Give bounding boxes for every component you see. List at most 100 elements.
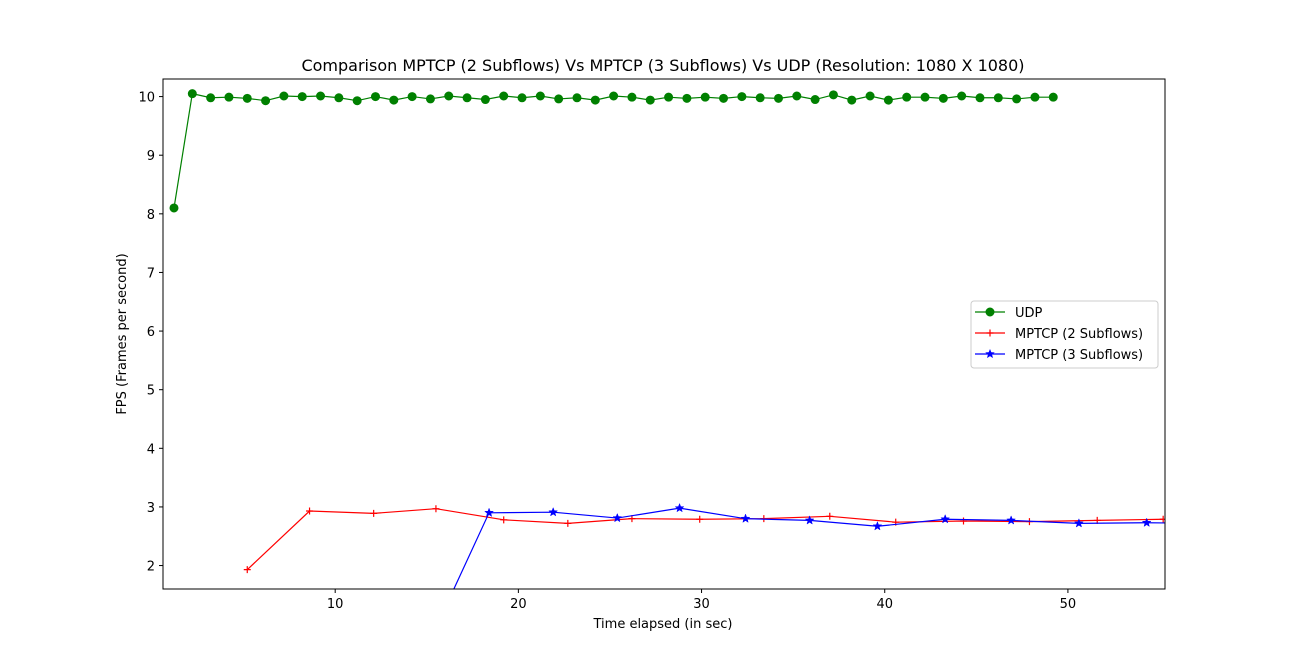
data-point-udp xyxy=(920,92,930,102)
x-tick-label: 50 xyxy=(1060,597,1077,612)
data-point-mptcp-2-subflows xyxy=(370,509,378,517)
data-point-udp xyxy=(187,89,197,99)
data-point-udp xyxy=(389,95,399,105)
data-point-udp xyxy=(169,203,179,213)
data-point-udp xyxy=(261,96,271,106)
y-tick-label: 6 xyxy=(147,325,155,340)
series-line-udp xyxy=(173,92,1054,209)
legend-marker-mptcp-3-subflows xyxy=(985,348,995,359)
data-point-udp xyxy=(792,91,802,101)
data-point-mptcp-3-subflows xyxy=(804,515,815,525)
data-point-mptcp-3-subflows xyxy=(612,512,623,523)
data-point-udp xyxy=(627,92,637,102)
x-tick-label: 30 xyxy=(693,597,710,612)
x-axis-label: Time elapsed (in sec) xyxy=(593,617,733,632)
data-point-udp xyxy=(297,92,307,102)
data-point-udp xyxy=(700,92,710,102)
chart-title: Comparison MPTCP (2 Subflows) Vs MPTCP (… xyxy=(301,56,1024,75)
data-point-udp xyxy=(572,93,582,103)
data-point-udp xyxy=(224,92,234,102)
data-point-mptcp-2-subflows xyxy=(306,507,314,515)
data-point-udp xyxy=(590,95,600,105)
series-mptcp-2-subflows xyxy=(243,505,1165,574)
data-point-mptcp-3-subflows xyxy=(1141,517,1152,527)
data-point-udp xyxy=(975,93,985,103)
x-tick-label: 40 xyxy=(876,597,893,612)
plot-series xyxy=(169,89,1219,651)
data-point-udp xyxy=(883,95,893,105)
data-point-udp xyxy=(242,93,252,103)
data-point-udp xyxy=(1048,92,1058,102)
series-line-mptcp-2-subflows xyxy=(246,508,1164,571)
y-axis-label: FPS (Frames per second) xyxy=(115,253,130,414)
y-tick-label: 7 xyxy=(147,266,155,281)
data-point-mptcp-3-subflows xyxy=(1210,519,1219,527)
plot-frame xyxy=(162,78,1166,590)
data-point-mptcp-3-subflows xyxy=(872,521,883,531)
legend-marker-udp xyxy=(985,307,995,317)
data-point-udp xyxy=(1012,94,1022,104)
data-point-udp xyxy=(462,93,472,103)
data-point-mptcp-3-subflows xyxy=(423,643,432,651)
y-tick-label: 2 xyxy=(147,560,155,575)
data-point-mptcp-3-subflows xyxy=(1073,518,1084,528)
data-point-udp xyxy=(517,93,527,103)
y-axis: 2 3 4 5 6 7 8 9 10 xyxy=(138,91,163,575)
data-point-mptcp-3-subflows xyxy=(548,507,559,517)
y-tick-label: 3 xyxy=(147,501,155,516)
data-point-udp xyxy=(755,93,765,103)
data-point-mptcp-2-subflows xyxy=(826,512,834,520)
data-point-udp xyxy=(352,96,362,106)
data-point-mptcp-2-subflows xyxy=(243,566,251,574)
data-point-mptcp-3-subflows xyxy=(740,513,751,523)
data-point-mptcp-3-subflows xyxy=(940,514,951,524)
data-point-udp xyxy=(664,92,674,102)
x-tick-label: 10 xyxy=(327,597,344,612)
data-point-udp xyxy=(865,91,875,101)
data-point-udp xyxy=(554,94,564,104)
y-tick-label: 9 xyxy=(147,149,155,164)
data-point-udp xyxy=(645,95,655,105)
data-point-udp xyxy=(334,93,344,103)
data-point-udp xyxy=(719,93,729,103)
y-tick-label: 10 xyxy=(138,91,155,106)
data-point-udp xyxy=(847,95,857,105)
data-point-mptcp-2-subflows xyxy=(960,517,968,525)
data-point-udp xyxy=(370,92,380,102)
data-point-udp xyxy=(609,91,619,101)
data-point-udp xyxy=(810,95,820,105)
data-point-mptcp-2-subflows xyxy=(500,516,508,524)
data-point-udp xyxy=(444,91,454,101)
x-axis: 10 20 30 40 50 xyxy=(327,589,1076,612)
y-tick-label: 4 xyxy=(147,442,155,457)
x-tick-label: 20 xyxy=(510,597,527,612)
legend-label-mptcp-3-subflows: MPTCP (3 Subflows) xyxy=(1015,348,1143,363)
legend: UDP MPTCP (2 Subflows) MPTCP (3 Subflows… xyxy=(970,300,1159,369)
data-point-udp xyxy=(993,93,1003,103)
data-point-mptcp-2-subflows xyxy=(1159,515,1165,523)
series-udp xyxy=(169,89,1058,213)
data-point-udp xyxy=(279,91,289,101)
series-mptcp-3-subflows xyxy=(423,502,1219,651)
legend-marker-mptcp-2-subflows xyxy=(986,329,994,337)
legend-label-udp: UDP xyxy=(1015,306,1043,321)
data-point-udp xyxy=(902,92,912,102)
data-point-udp xyxy=(737,92,747,102)
data-point-udp xyxy=(938,93,948,103)
data-point-mptcp-3-subflows xyxy=(674,502,685,513)
data-point-udp xyxy=(1030,92,1040,102)
series-line-mptcp-3-subflows xyxy=(453,507,1165,589)
data-point-udp xyxy=(407,92,417,102)
y-tick-label: 5 xyxy=(147,384,155,399)
data-point-udp xyxy=(535,91,545,101)
data-point-mptcp-2-subflows xyxy=(696,515,704,523)
data-point-mptcp-2-subflows xyxy=(432,505,440,513)
y-tick-label: 8 xyxy=(147,208,155,223)
data-point-mptcp-3-subflows xyxy=(1006,515,1017,525)
data-point-udp xyxy=(828,90,838,100)
data-point-udp xyxy=(773,93,783,103)
data-point-mptcp-3-subflows xyxy=(484,507,495,518)
data-point-udp xyxy=(957,91,967,101)
data-point-udp xyxy=(682,93,692,103)
